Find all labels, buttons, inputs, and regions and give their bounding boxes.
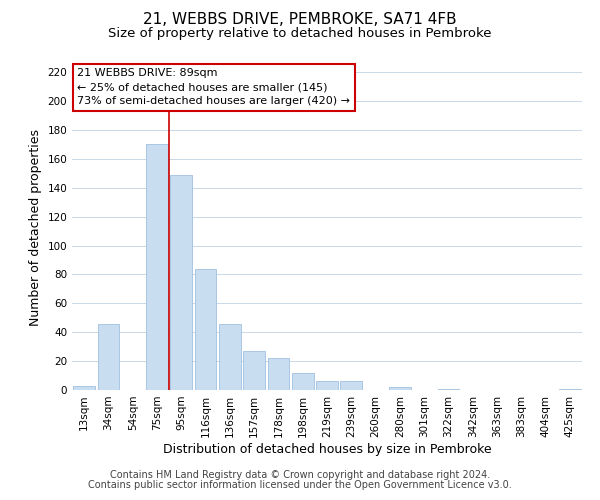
Bar	[170, 175, 192, 390]
Text: 21 WEBBS DRIVE: 89sqm
← 25% of detached houses are smaller (145)
73% of semi-det: 21 WEBBS DRIVE: 89sqm ← 25% of detached …	[77, 68, 350, 106]
Bar	[194, 268, 217, 390]
Text: Contains public sector information licensed under the Open Government Licence v3: Contains public sector information licen…	[88, 480, 512, 490]
Bar	[316, 382, 338, 390]
Bar	[268, 358, 289, 390]
Bar	[73, 386, 95, 390]
Bar	[146, 144, 168, 390]
Bar	[97, 324, 119, 390]
Bar	[437, 388, 460, 390]
Text: Contains HM Land Registry data © Crown copyright and database right 2024.: Contains HM Land Registry data © Crown c…	[110, 470, 490, 480]
Bar	[292, 372, 314, 390]
Bar	[219, 324, 241, 390]
Text: Size of property relative to detached houses in Pembroke: Size of property relative to detached ho…	[108, 28, 492, 40]
Bar	[340, 382, 362, 390]
Y-axis label: Number of detached properties: Number of detached properties	[29, 129, 42, 326]
X-axis label: Distribution of detached houses by size in Pembroke: Distribution of detached houses by size …	[163, 442, 491, 456]
Bar	[243, 351, 265, 390]
Bar	[559, 388, 581, 390]
Text: 21, WEBBS DRIVE, PEMBROKE, SA71 4FB: 21, WEBBS DRIVE, PEMBROKE, SA71 4FB	[143, 12, 457, 28]
Bar	[389, 387, 411, 390]
